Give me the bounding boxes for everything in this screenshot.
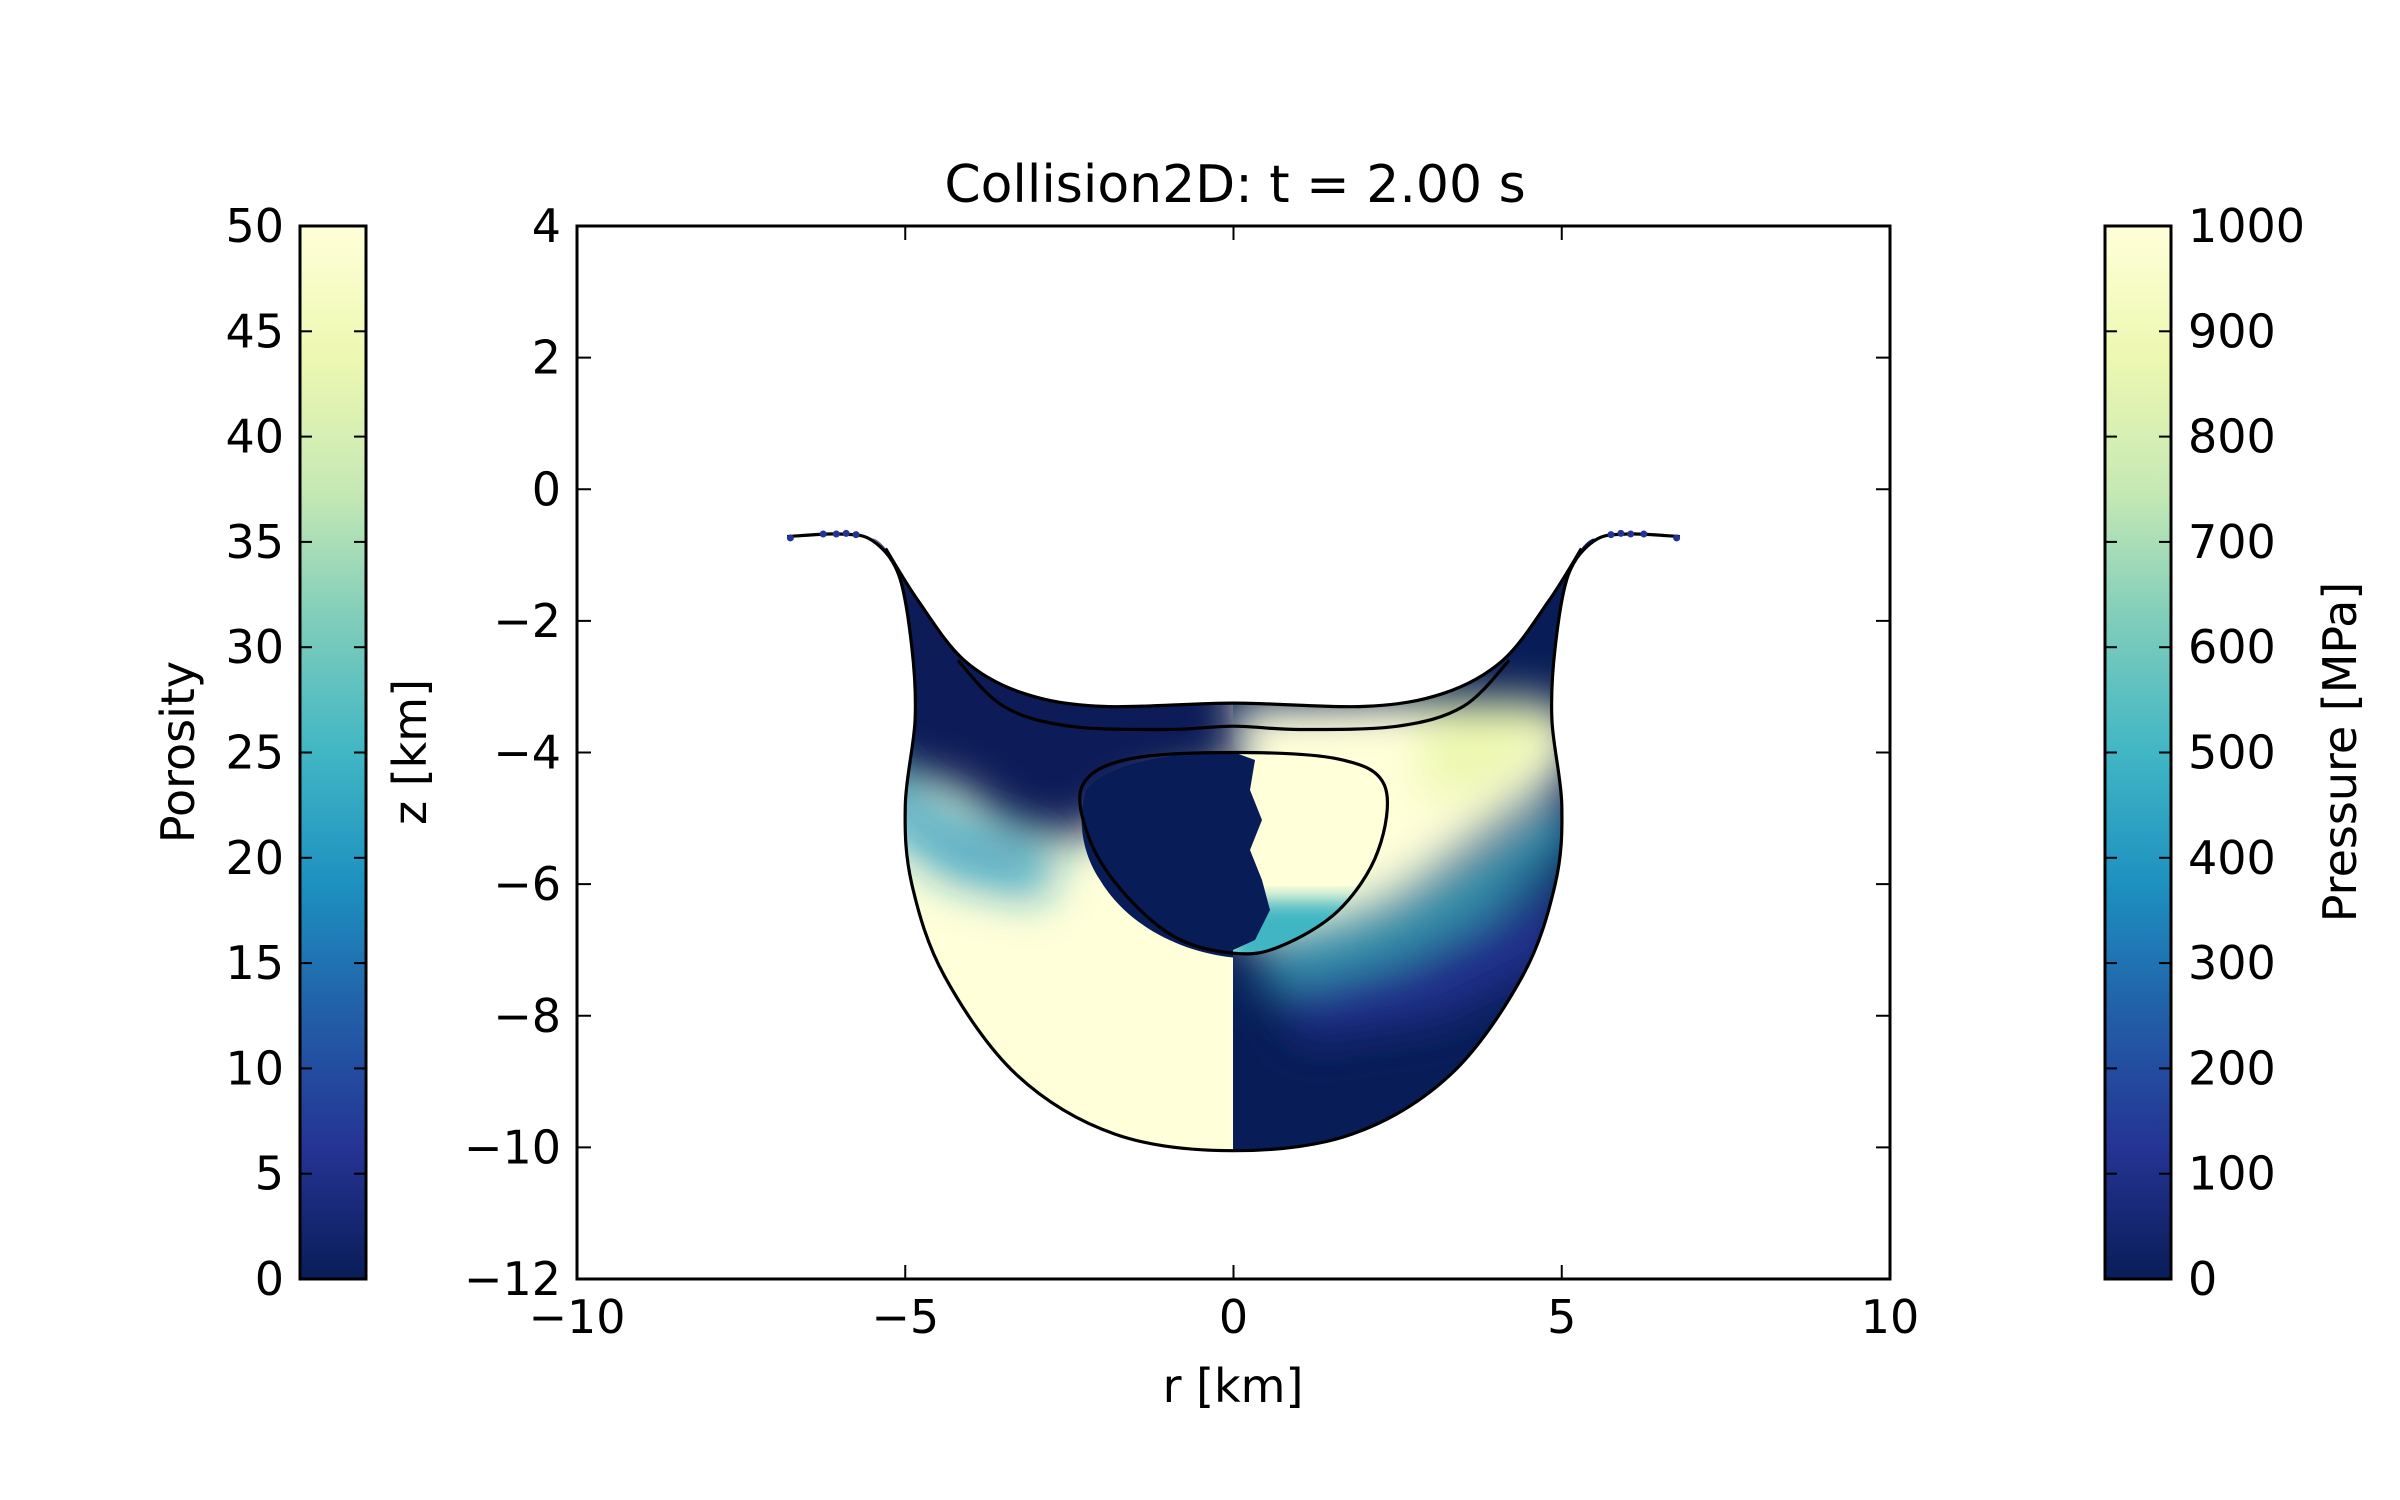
colorbar-porosity-label: Porosity — [151, 661, 205, 843]
crater-floor-line — [884, 547, 1583, 709]
colorbar-pressure-ticks: 0 100 200 300 400 500 600 700 800 900 1000 — [2105, 199, 2305, 1306]
colorbar-tick-label: 800 — [2188, 410, 2276, 464]
colorbar-tick-label: 30 — [225, 620, 284, 674]
colorbar-porosity: 0 5 10 15 20 25 30 35 40 45 50 Porosity — [151, 199, 368, 1306]
ejecta-particle — [852, 531, 860, 539]
x-tick-label: −10 — [528, 1290, 625, 1344]
ejecta-particle — [1627, 530, 1635, 538]
ejecta-particle — [1640, 530, 1648, 538]
ejecta-particle — [1673, 534, 1681, 542]
colorbar-tick-label: 1000 — [2188, 199, 2305, 253]
colorbar-pressure-label: Pressure [MPa] — [2313, 582, 2367, 923]
chart-title: Collision2D: t = 2.00 s — [944, 155, 1525, 215]
colorbar-tick-label: 0 — [255, 1252, 284, 1306]
pressure-decay-zone — [1260, 790, 1580, 990]
ejecta-particle — [786, 534, 794, 542]
colorbar-tick-label: 40 — [225, 410, 284, 464]
colorbar-tick-label: 35 — [225, 515, 284, 569]
colorbar-tick-label: 500 — [2188, 726, 2276, 780]
x-tick-label: 0 — [1219, 1290, 1248, 1344]
colorbar-tick-label: 5 — [255, 1147, 284, 1201]
y-tick-label: 4 — [532, 199, 561, 253]
colorbar-tick-label: 45 — [225, 304, 284, 358]
ejecta-particle — [1607, 531, 1615, 539]
colorbar-tick-label: 400 — [2188, 831, 2276, 885]
y-tick-label: −8 — [493, 989, 561, 1043]
y-tick-label: −10 — [464, 1120, 561, 1174]
pressure-mid-zone — [1280, 880, 1570, 1040]
ejecta-particle — [832, 530, 840, 538]
x-tick-label: 10 — [1861, 1290, 1920, 1344]
pressure-shock-wing — [1420, 700, 1560, 800]
body-outline — [787, 532, 1680, 1153]
y-tick-label: 0 — [532, 462, 561, 516]
y-axis: 4 2 0 −2 −4 −6 −8 −10 −12 — [464, 199, 1890, 1306]
colorbar-tick-label: 900 — [2188, 304, 2276, 358]
colorbar-tick-label: 200 — [2188, 1041, 2276, 1095]
ejecta-particle — [1617, 529, 1625, 537]
colorbar-tick-label: 0 — [2188, 1252, 2217, 1306]
colorbar-pressure: 0 100 200 300 400 500 600 700 800 900 1000 Pressur… — [2103, 199, 2367, 1306]
colorbar-tick-label: 700 — [2188, 515, 2276, 569]
y-tick-label: −2 — [493, 594, 561, 648]
pressure-inner-low-strip — [1233, 752, 1270, 950]
ejecta-particles — [786, 529, 1681, 542]
contour-inner-body — [1078, 750, 1390, 956]
y-tick-label: 2 — [532, 331, 561, 385]
x-tick-label: −5 — [871, 1290, 939, 1344]
y-tick-label: −12 — [464, 1252, 561, 1306]
y-axis-label: z [km] — [383, 679, 437, 825]
colorbar-tick-label: 25 — [225, 726, 284, 780]
y-tick-label: −4 — [493, 726, 561, 780]
colorbar-tick-label: 50 — [225, 199, 284, 253]
x-tick-label: 5 — [1547, 1290, 1576, 1344]
porosity-inner-body — [1081, 752, 1233, 958]
colorbar-tick-label: 300 — [2188, 936, 2276, 990]
colorbar-tick-label: 100 — [2188, 1147, 2276, 1201]
colorbar-tick-label: 600 — [2188, 620, 2276, 674]
ejecta-particle — [842, 529, 850, 537]
colorbar-tick-label: 10 — [225, 1041, 284, 1095]
colorbar-tick-label: 20 — [225, 831, 284, 885]
colorbar-porosity-ticks: 0 5 10 15 20 25 30 35 40 45 50 — [225, 199, 366, 1306]
x-axis-label: r [km] — [1163, 1359, 1304, 1413]
colorbar-tick-label: 15 — [225, 936, 284, 990]
contour-transient-layer — [956, 659, 1511, 732]
plot-area: −10 −5 0 5 10 420−2−4−6−8−10−12 — [464, 199, 1919, 1344]
ejecta-particle — [819, 530, 827, 538]
contour-lines — [956, 659, 1511, 956]
porosity-transition-zone — [872, 720, 1060, 900]
y-tick-label: −6 — [493, 857, 561, 911]
x-axis: −10 −5 0 5 10 — [528, 226, 1919, 1344]
